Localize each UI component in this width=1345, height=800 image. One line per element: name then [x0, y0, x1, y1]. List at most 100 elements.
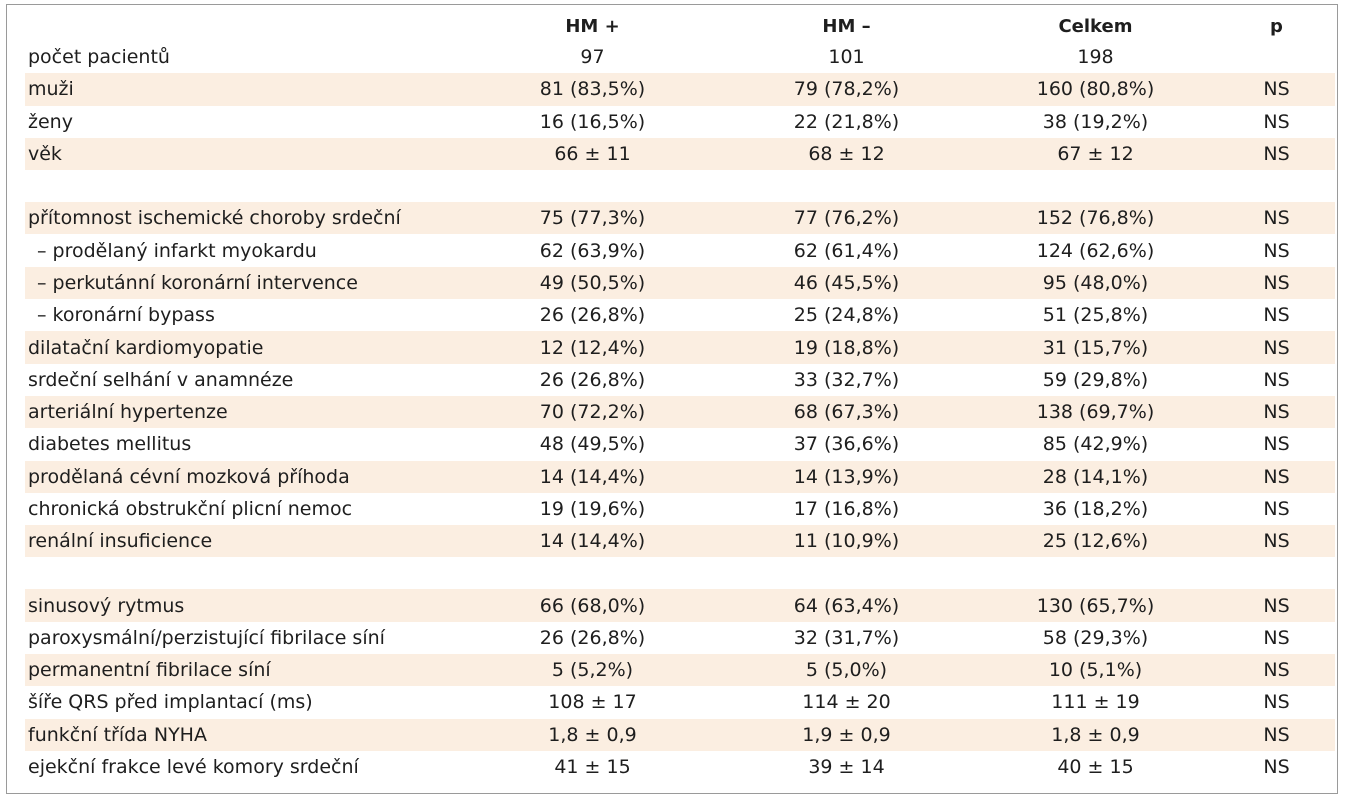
cell-hm-plus: 19 (19,6%): [539, 498, 646, 520]
table-row: počet pacientů 97 101 198: [25, 41, 1335, 73]
cell-hm-minus: 19 (18,8%): [720, 331, 973, 364]
cell-total: 111 ± 19: [1051, 691, 1140, 714]
table-row: sinusový rytmus 66 (68,0%) 64 (63,4%) 130 (…: [25, 589, 1335, 622]
cell-p: NS: [1218, 525, 1335, 558]
row-label: permanentní fibrilace síní: [25, 654, 465, 687]
table-row: diabetes mellitus 48 (49,5%) 37 (36,6%) 85 …: [25, 428, 1335, 460]
cell-hm-plus: 12 (12,4%): [465, 331, 720, 364]
cell-hm-minus: 39 ± 14: [808, 756, 885, 779]
cell-p: NS: [1218, 460, 1335, 493]
cell-hm-plus: 14 (14,4%): [465, 460, 720, 493]
table-row: ejekční frakce levé komory srdeční 41 ± 1…: [25, 751, 1335, 783]
row-label: prodělaná cévní mozková příhoda: [25, 460, 465, 493]
cell-hm-plus: 66 ± 11: [465, 137, 720, 171]
cell-p: NS: [1218, 589, 1335, 622]
row-label: počet pacientů: [28, 46, 170, 69]
cell-hm-plus: 81 (83,5%): [465, 73, 720, 106]
table-row: přítomnost ischemické choroby srdeční 75 …: [25, 202, 1335, 235]
cell-p: NS: [1218, 654, 1335, 687]
row-label: ejekční frakce levé komory srdeční: [28, 756, 359, 779]
table-row: dilatační kardiomyopatie 12 (12,4%) 19 (18…: [25, 331, 1335, 364]
cell-total: 95 (48,0%): [973, 266, 1218, 300]
table-row: prodělaná cévní mozková příhoda 14 (14,4%…: [25, 460, 1335, 493]
cell-hm-minus: 5 (5,0%): [720, 654, 973, 687]
cell-total: 25 (12,6%): [973, 525, 1218, 558]
cell-hm-minus: 1,9 ± 0,9: [720, 718, 973, 751]
row-label: chronická obstrukční plicní nemoc: [28, 498, 353, 520]
cell-total: 10 (5,1%): [973, 654, 1218, 687]
cell-hm-plus: 1,8 ± 0,9: [465, 718, 720, 751]
cell-hm-plus: 108 ± 17: [548, 691, 637, 714]
spacer-row: [25, 170, 1335, 202]
table-row: chronická obstrukční plicní nemoc 19 (19,…: [25, 493, 1335, 525]
cell-hm-plus: 75 (77,3%): [465, 202, 720, 235]
cell-p: NS: [1218, 331, 1335, 364]
cell-hm-plus: 62 (63,9%): [539, 239, 646, 262]
cell-hm-minus: 14 (13,9%): [720, 460, 973, 493]
cell-hm-minus: 101: [828, 46, 865, 69]
table-row: muži 81 (83,5%) 79 (78,2%) 160 (80,8%) NS: [25, 73, 1335, 106]
cell-hm-plus: 14 (14,4%): [465, 525, 720, 558]
cell-total: 130 (65,7%): [973, 589, 1218, 622]
cell-p: NS: [1263, 626, 1290, 649]
spacer-cell: [25, 557, 1335, 589]
table-body: počet pacientů 97 101 198 muži 81 (83,5%) 79 (…: [25, 41, 1335, 783]
table-row: – koronární bypass 26 (26,8%) 25 (24,8%) 51…: [25, 299, 1335, 331]
cell-hm-minus: 25 (24,8%): [793, 304, 900, 327]
table-frame: HM + HM – Celkem p počet pacientů 97 101 19…: [6, 4, 1338, 794]
cell-hm-minus: 68 ± 12: [720, 137, 973, 171]
row-label: sinusový rytmus: [25, 589, 465, 622]
cell-hm-plus: 26 (26,8%): [539, 626, 646, 649]
cell-p: NS: [1218, 137, 1335, 171]
row-label: muži: [25, 73, 465, 106]
cell-hm-plus: 16 (16,5%): [539, 110, 646, 133]
cell-total: 85 (42,9%): [1042, 433, 1149, 456]
cell-hm-minus: 62 (61,4%): [793, 239, 900, 262]
cell-hm-minus: 64 (63,4%): [720, 589, 973, 622]
cell-p: NS: [1263, 498, 1290, 520]
header-hm-minus: HM –: [822, 15, 871, 37]
cell-hm-minus: 22 (21,8%): [793, 110, 900, 133]
cell-p: NS: [1218, 395, 1335, 429]
cell-hm-plus: 49 (50,5%): [465, 266, 720, 300]
table-row: ženy 16 (16,5%) 22 (21,8%) 38 (19,2%) NS: [25, 106, 1335, 138]
table-row: renální insuficience 14 (14,4%) 11 (10,9%)…: [25, 525, 1335, 558]
cell-hm-plus: 48 (49,5%): [539, 433, 646, 456]
cell-p: NS: [1263, 756, 1290, 779]
cell-hm-minus: 46 (45,5%): [720, 266, 973, 300]
cell-p: NS: [1218, 718, 1335, 751]
cell-total: 51 (25,8%): [1042, 304, 1149, 327]
table-row: – prodělaný infarkt myokardu 62 (63,9%) 62…: [25, 234, 1335, 266]
table-row: šíře QRS před implantací (ms) 108 ± 17 114…: [25, 686, 1335, 718]
row-label: funkční třída NYHA: [25, 718, 465, 751]
cell-hm-plus: 70 (72,2%): [465, 395, 720, 429]
cell-p: NS: [1218, 202, 1335, 235]
row-label: – prodělaný infarkt myokardu: [37, 239, 317, 262]
spacer-row: [25, 557, 1335, 589]
table-row: arteriální hypertenze 70 (72,2%) 68 (67,3%…: [25, 395, 1335, 429]
cell-p: NS: [1263, 239, 1290, 262]
cell-p: NS: [1263, 433, 1290, 456]
cell-total: 59 (29,8%): [1042, 368, 1149, 391]
table-row: – perkutánní koronární intervence 49 (50,…: [25, 266, 1335, 300]
cell-hm-plus: 26 (26,8%): [539, 368, 646, 391]
row-label: srdeční selhání v anamnéze: [28, 368, 294, 391]
row-label: – perkutánní koronární intervence: [25, 266, 465, 300]
row-label: přítomnost ischemické choroby srdeční: [25, 202, 465, 235]
cell-p: NS: [1263, 304, 1290, 327]
row-label: dilatační kardiomyopatie: [25, 331, 465, 364]
cell-hm-minus: 32 (31,7%): [793, 626, 900, 649]
row-label: renální insuficience: [25, 525, 465, 558]
row-label: arteriální hypertenze: [25, 395, 465, 429]
cell-hm-minus: 77 (76,2%): [720, 202, 973, 235]
cell-total: 31 (15,7%): [973, 331, 1218, 364]
cell-hm-minus: 114 ± 20: [802, 691, 891, 714]
cell-total: 36 (18,2%): [1042, 498, 1149, 520]
header-p: p: [1270, 15, 1283, 37]
cell-hm-minus: 11 (10,9%): [720, 525, 973, 558]
header-total: Celkem: [1058, 15, 1133, 37]
cell-total: 58 (29,3%): [1042, 626, 1149, 649]
cell-hm-minus: 17 (16,8%): [793, 498, 900, 520]
cell-hm-plus: 41 ± 15: [554, 756, 631, 779]
cell-hm-minus: 68 (67,3%): [720, 395, 973, 429]
